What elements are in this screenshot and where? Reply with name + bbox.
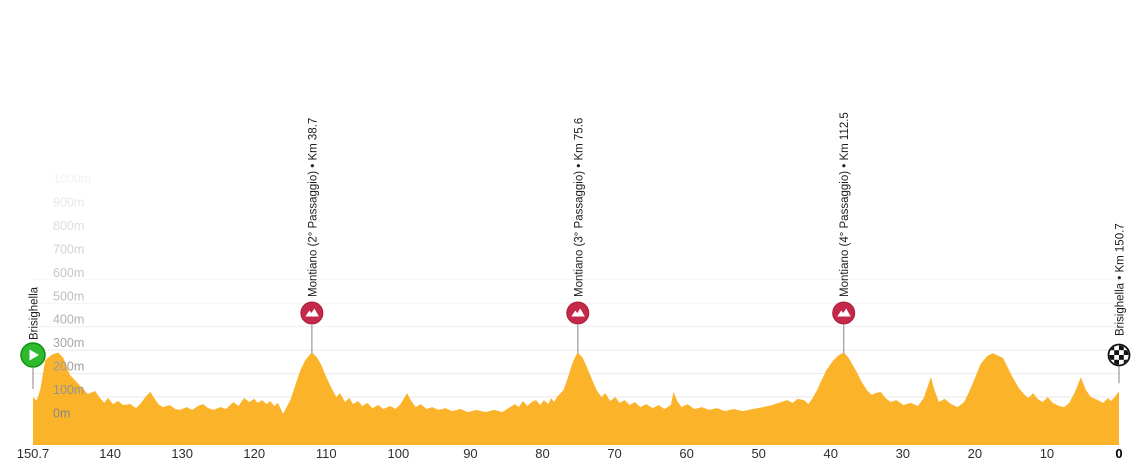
- checker-square: [1119, 345, 1124, 351]
- play-icon: [29, 349, 39, 361]
- checker-square: [1109, 355, 1115, 360]
- x-axis-label: 110: [316, 446, 337, 461]
- x-axis-label: 70: [607, 446, 621, 461]
- x-axis-label: 80: [535, 446, 549, 461]
- climb-marker: Montiano (3° Passaggio) • Km 75.6: [566, 118, 590, 354]
- y-axis-label: 400m: [53, 313, 84, 327]
- x-axis-label: 40: [824, 446, 838, 461]
- start-label: Brisighella: [29, 286, 41, 340]
- x-axis-label: 50: [751, 446, 765, 461]
- x-axis-label: 90: [463, 446, 477, 461]
- x-axis-label: 130: [171, 446, 193, 461]
- checker-square: [1114, 350, 1119, 355]
- x-axis-label: 20: [968, 446, 982, 461]
- x-axis-label: 0: [1115, 446, 1122, 461]
- x-axis-label: 100: [388, 446, 410, 461]
- y-axis-label: 1000m: [53, 172, 91, 186]
- checker-square: [1119, 355, 1124, 360]
- y-axis-label: 600m: [53, 266, 84, 280]
- elevation-area: [33, 352, 1119, 445]
- x-axis-label: 150.7: [17, 446, 50, 461]
- climb-label: Montiano (4° Passaggio) • Km 112.5: [839, 112, 851, 297]
- x-axis-label: 60: [679, 446, 693, 461]
- y-axis-label: 900m: [53, 195, 84, 209]
- x-axis-label: 120: [243, 446, 265, 461]
- y-axis-label: 700m: [53, 242, 84, 256]
- finish-label: Brisighella • Km 150.7: [1115, 223, 1127, 336]
- mountain-icon: [305, 308, 319, 317]
- climb-label: Montiano (2° Passaggio) • Km 38.7: [307, 118, 319, 297]
- climb-marker: Montiano (4° Passaggio) • Km 112.5: [832, 112, 856, 354]
- y-axis-label: 0m: [53, 407, 70, 421]
- y-axis-label: 500m: [53, 289, 84, 303]
- mountain-icon: [571, 308, 585, 317]
- y-axis-label: 800m: [53, 219, 84, 233]
- checker-square: [1123, 350, 1129, 355]
- x-axis-label: 140: [99, 446, 121, 461]
- climb-label: Montiano (3° Passaggio) • Km 75.6: [573, 118, 585, 297]
- y-axis-label: 300m: [53, 336, 84, 350]
- mountain-icon: [837, 308, 851, 317]
- y-axis-label: 100m: [53, 383, 84, 397]
- climb-marker: Montiano (2° Passaggio) • Km 38.7: [300, 118, 324, 354]
- checker-square: [1114, 359, 1119, 365]
- x-axis-label: 30: [896, 446, 910, 461]
- start-marker: Brisighella: [20, 286, 46, 390]
- y-axis-label: 200m: [53, 360, 84, 374]
- finish-marker: Brisighella • Km 150.7: [1107, 223, 1131, 384]
- x-axis-label: 10: [1040, 446, 1054, 461]
